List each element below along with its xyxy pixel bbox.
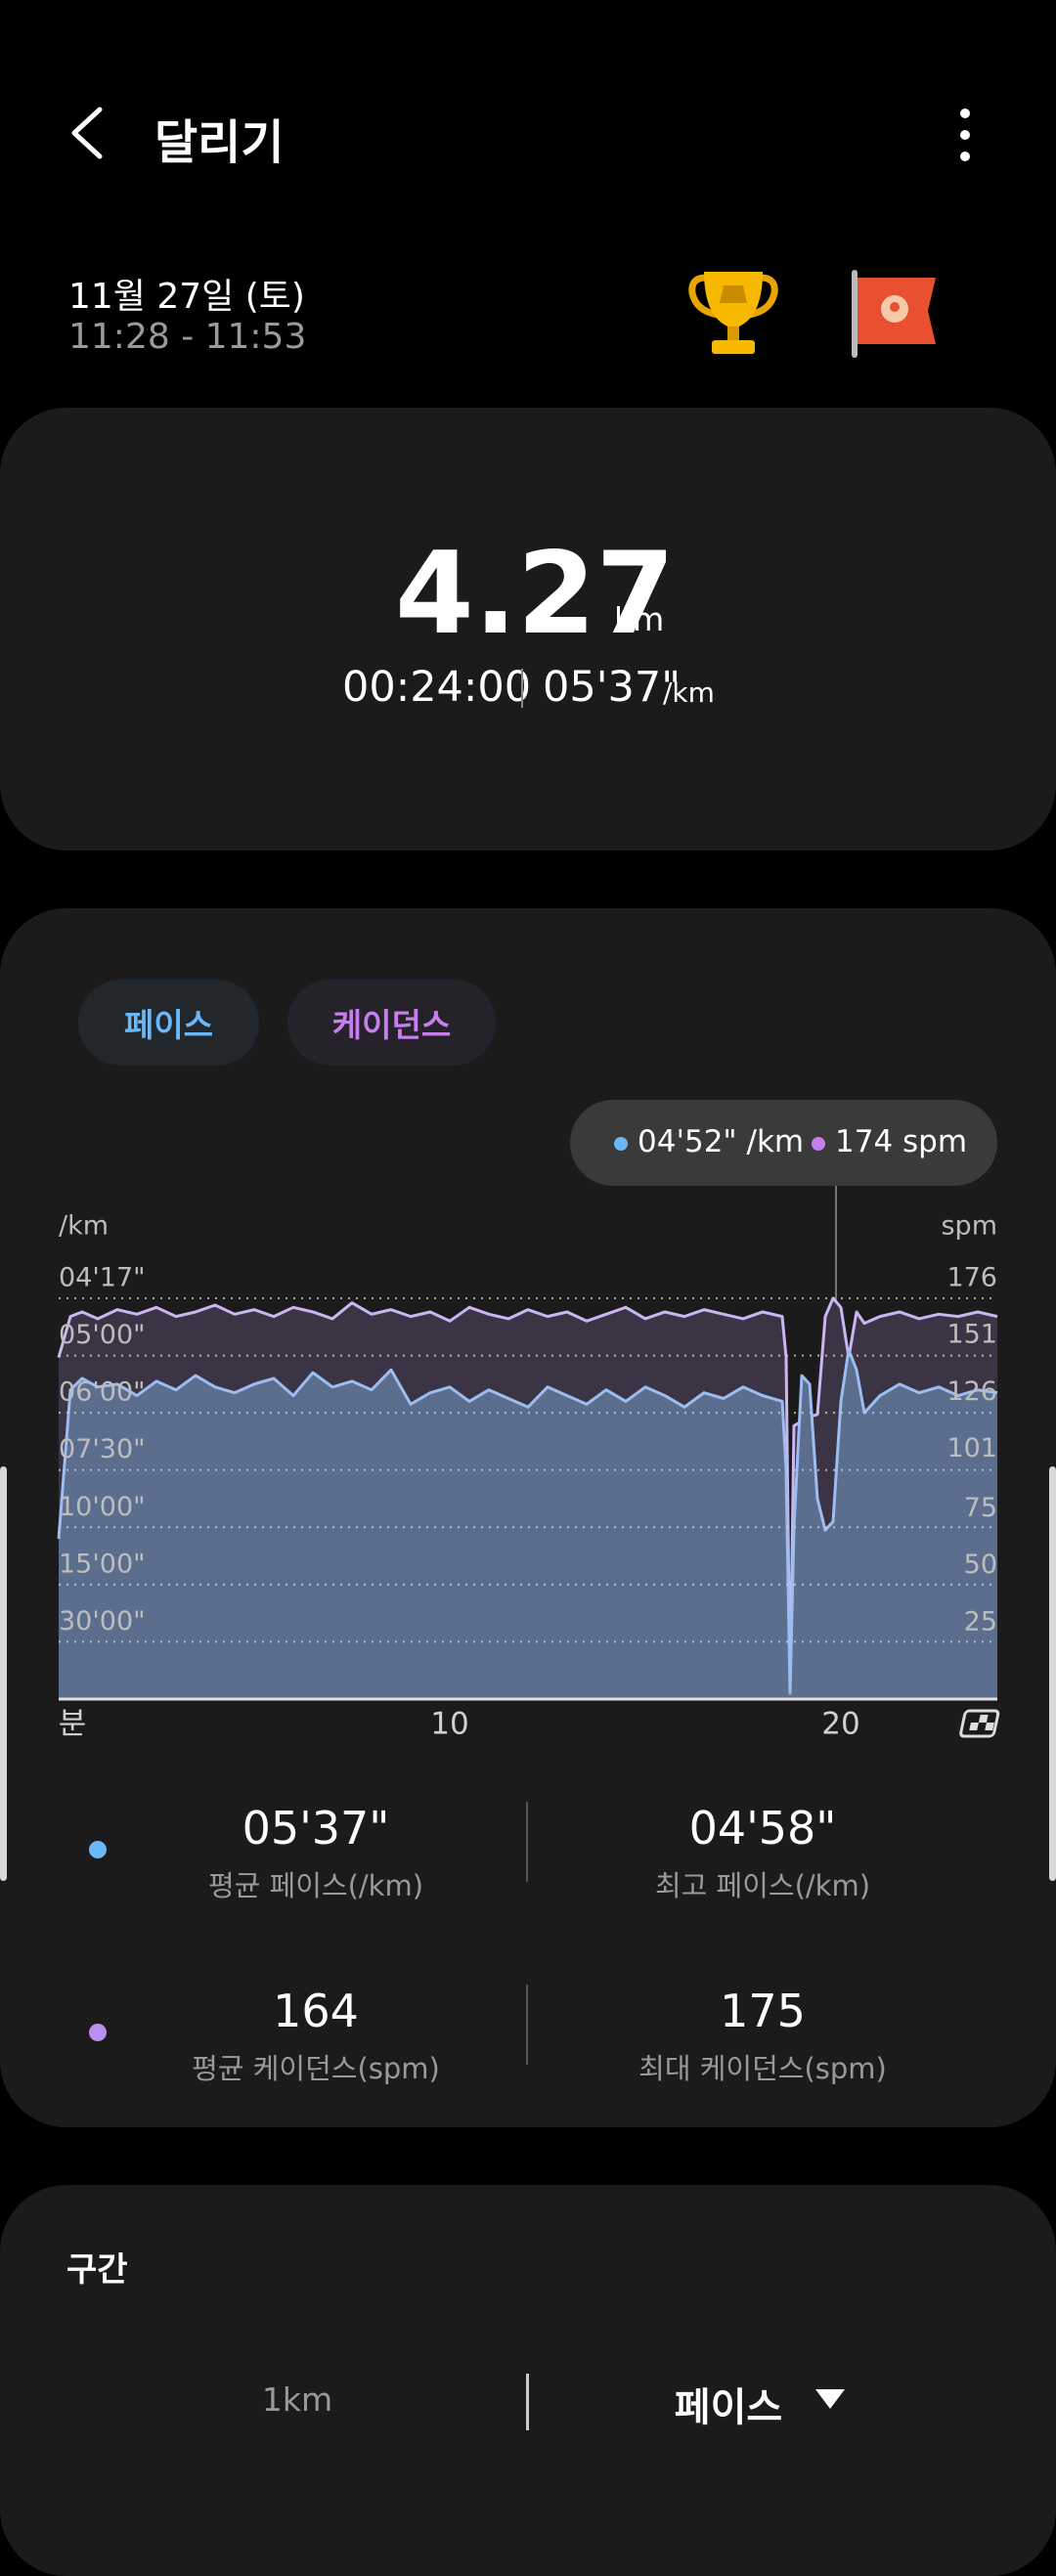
y2-tick-label: 151 bbox=[946, 1320, 997, 1350]
pace-unit: /km bbox=[663, 677, 715, 709]
interval-option[interactable]: 1km bbox=[261, 2380, 333, 2419]
stat-divider bbox=[526, 1802, 528, 1882]
dropdown-arrow-shape bbox=[815, 2389, 845, 2409]
tooltip-cadence-dot bbox=[812, 1137, 825, 1151]
stat-label: 평균 케이던스(spm) bbox=[192, 2052, 440, 2085]
metric-dropdown[interactable]: 페이스 bbox=[674, 2385, 783, 2430]
flag-icon bbox=[852, 270, 936, 358]
pace-tab[interactable]: 페이스 bbox=[78, 980, 259, 1066]
trophy-icon bbox=[688, 272, 778, 354]
y-tick-label: 07'30" bbox=[59, 1434, 146, 1464]
distance-unit: km bbox=[614, 600, 665, 638]
trophy-handle bbox=[688, 274, 719, 319]
back-button[interactable] bbox=[65, 106, 110, 160]
finish-flag-icon bbox=[959, 1709, 1000, 1738]
stat-label: 평균 페이스(/km) bbox=[207, 1869, 424, 1902]
tooltip-pace: 04'52" /km bbox=[638, 1124, 805, 1159]
summary-card bbox=[0, 408, 1056, 851]
tooltip bbox=[570, 1100, 997, 1186]
y2-tick-label: 176 bbox=[946, 1263, 997, 1293]
trophy-stem bbox=[727, 327, 739, 340]
x-tick-label: 20 bbox=[821, 1707, 859, 1742]
x-tick-label: 10 bbox=[430, 1707, 468, 1742]
pace-legend-dot bbox=[89, 1841, 107, 1858]
page-title: 달리기 bbox=[154, 115, 285, 170]
stat-value: 04'58" bbox=[688, 1802, 837, 1855]
stat-label: 최고 페이스(/km) bbox=[654, 1869, 871, 1902]
summary-divider bbox=[521, 669, 523, 708]
y2-tick-label: 126 bbox=[946, 1376, 997, 1407]
sections-divider bbox=[526, 2374, 529, 2430]
trophy-base bbox=[712, 340, 755, 354]
dropdown-arrow[interactable] bbox=[815, 2389, 845, 2411]
session-date: 11월 27일 (토) bbox=[68, 277, 305, 317]
pace-value: 05'37" bbox=[543, 663, 682, 712]
scroll-indicator bbox=[1049, 1466, 1056, 1881]
y2-tick-label: 101 bbox=[946, 1433, 997, 1463]
y-tick-label: 06'00" bbox=[59, 1377, 146, 1408]
y2-tick-label: 25 bbox=[964, 1606, 997, 1637]
chart: /km spm 04'17" 05'00" 06'00" 07'30" 10'00" 15'0… bbox=[57, 1186, 1000, 1742]
scroll-indicator bbox=[0, 1466, 7, 1881]
finish-flag-check bbox=[969, 1715, 994, 1730]
y2-tick-label: 75 bbox=[964, 1493, 997, 1523]
back-icon bbox=[71, 107, 103, 159]
y2-axis-unit: spm bbox=[941, 1211, 997, 1242]
distance-value: 4.27 bbox=[395, 528, 676, 660]
stat-value: 164 bbox=[273, 1985, 359, 2037]
tooltip-cadence: 174 spm bbox=[835, 1124, 968, 1159]
trophy-handle bbox=[748, 274, 778, 319]
stat-value: 175 bbox=[720, 1985, 806, 2037]
series-line bbox=[57, 1296, 998, 1696]
menu-button[interactable] bbox=[953, 106, 977, 164]
y-tick-label: 30'00" bbox=[59, 1606, 146, 1637]
menu-dot bbox=[960, 130, 970, 140]
y-tick-label: 05'00" bbox=[59, 1320, 146, 1350]
flag-pin-dot bbox=[890, 302, 900, 312]
x-axis-unit: 분 bbox=[59, 1707, 87, 1742]
tooltip-pace-dot bbox=[614, 1137, 628, 1151]
cadence-tab[interactable]: 케이던스 bbox=[287, 980, 496, 1066]
y-tick-label: 10'00" bbox=[59, 1492, 146, 1522]
trophy-emblem bbox=[720, 285, 747, 303]
sections-title: 구간 bbox=[66, 2250, 128, 2290]
flag-pole bbox=[852, 270, 858, 358]
series-area bbox=[59, 1349, 997, 1699]
y-axis-unit: /km bbox=[59, 1211, 109, 1242]
y-tick-label: 15'00" bbox=[59, 1549, 146, 1579]
stat-divider bbox=[526, 1985, 528, 2065]
series-line bbox=[57, 1348, 998, 1695]
cadence-legend-dot bbox=[89, 2024, 107, 2041]
y-tick-label: 04'17" bbox=[59, 1263, 146, 1293]
menu-dot bbox=[960, 152, 970, 161]
session-time: 11:28 - 11:53 bbox=[68, 317, 307, 357]
y2-tick-label: 50 bbox=[964, 1550, 997, 1580]
duration-value: 00:24:00 bbox=[342, 663, 532, 712]
screen: 달리기 11월 27일 (토) 11:28 - 11:53 4.27 km 00… bbox=[0, 106, 1056, 2576]
stat-value: 05'37" bbox=[242, 1802, 390, 1855]
menu-dot bbox=[960, 109, 970, 118]
stat-label: 최대 케이던스(spm) bbox=[638, 2052, 887, 2085]
